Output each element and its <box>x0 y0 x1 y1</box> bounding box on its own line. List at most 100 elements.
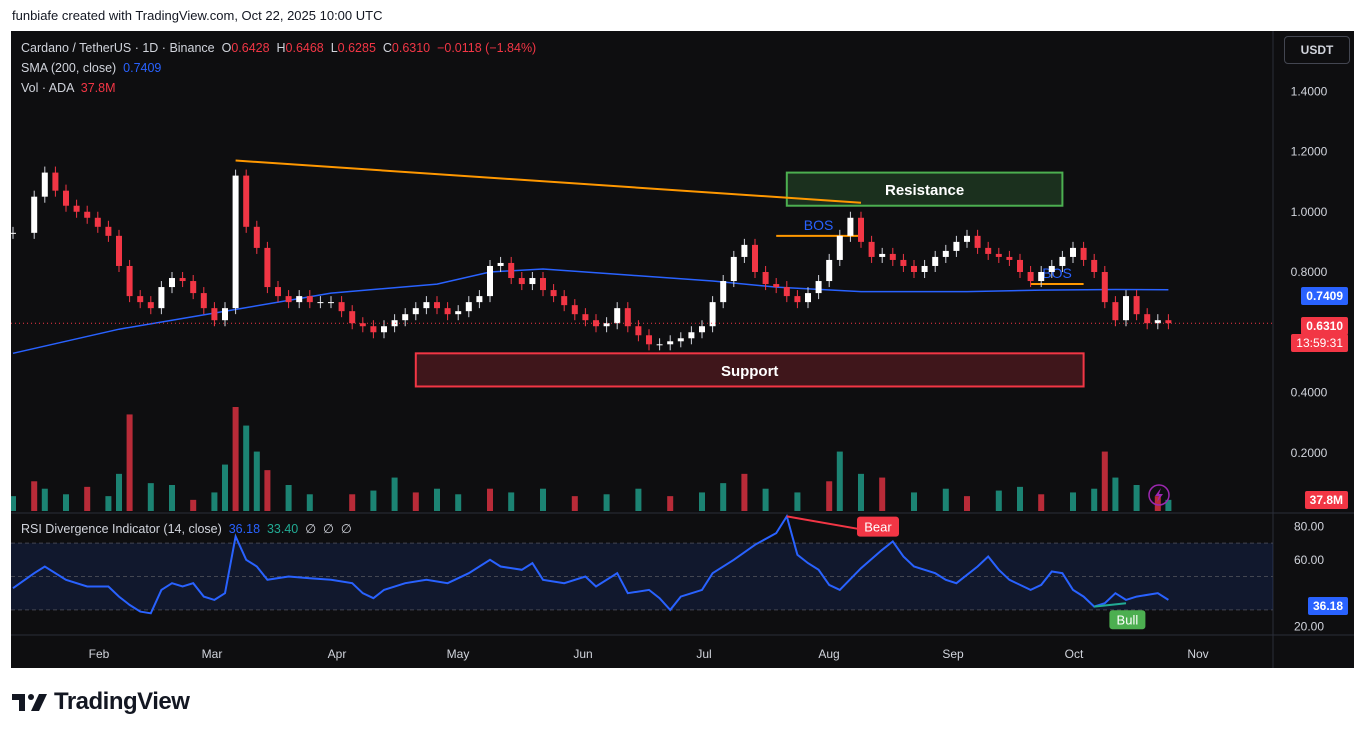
candle-body <box>222 308 228 321</box>
candle-body <box>264 247 271 288</box>
time-tick-label: Mar <box>202 647 223 661</box>
time-tick-label: Jun <box>573 647 592 661</box>
volume-bar <box>126 414 133 511</box>
volume-legend[interactable]: Vol · ADA 37.8M <box>21 81 116 95</box>
candle-body <box>497 262 504 266</box>
descending-trendline <box>235 159 862 204</box>
price-tick-label: 1.2000 <box>1291 145 1328 159</box>
volume-bar <box>455 494 462 511</box>
volume-bar <box>1112 477 1119 511</box>
sma-price-tag: 0.7409 <box>1301 287 1348 305</box>
candle-body <box>529 278 536 285</box>
candle-body <box>709 302 716 327</box>
volume-value: 37.8M <box>80 81 116 95</box>
currency-button[interactable]: USDT <box>1284 36 1350 64</box>
volume-bar <box>84 486 91 511</box>
candle-body <box>73 205 80 212</box>
chart-frame[interactable]: Resistance Support BOS BOS 1.4000 1.2000 1.000… <box>11 31 1354 668</box>
candle-body <box>52 172 59 191</box>
volume-bar <box>1101 451 1108 511</box>
candle-body <box>741 244 748 257</box>
candle-body <box>1154 320 1161 324</box>
candle-body <box>1080 247 1087 260</box>
candle-body <box>1101 272 1108 303</box>
volume-bar <box>370 490 377 511</box>
chart-canvas[interactable]: Resistance Support BOS BOS 1.4000 1.2000 1.000… <box>11 31 1354 668</box>
volume-bar <box>211 492 218 511</box>
candle-body <box>126 265 133 297</box>
candle-body <box>465 302 472 312</box>
symbol-title[interactable]: Cardano / TetherUS · 1D · Binance <box>21 41 215 55</box>
candle-body <box>1112 302 1119 321</box>
lightning-icon[interactable] <box>1148 484 1170 506</box>
volume-bar <box>741 473 748 511</box>
candle-body <box>561 296 568 306</box>
volume-bar <box>412 492 419 511</box>
low-value: 0.6285 <box>337 41 376 55</box>
candle-body <box>243 175 250 227</box>
rsi-line <box>12 513 1169 615</box>
volume-bar <box>349 494 356 511</box>
rsi-label: RSI Divergence Indicator (14, close) <box>21 522 222 536</box>
candle-body <box>412 308 419 315</box>
candle-body <box>11 232 16 234</box>
candle-body <box>815 281 822 294</box>
candle-body <box>1144 314 1151 324</box>
volume-tag: 37.8M <box>1304 491 1348 509</box>
sma-value: 0.7409 <box>123 61 162 75</box>
volume-bar <box>1091 488 1098 511</box>
bos-label: BOS <box>804 217 834 233</box>
lightning-icon-ring <box>1148 484 1170 506</box>
open-value: 0.6428 <box>231 41 270 55</box>
candle-body <box>720 281 727 303</box>
lightning-icon-bolt <box>1155 488 1163 502</box>
candle-body <box>603 323 610 327</box>
volume-bar <box>603 494 610 511</box>
volume-bar <box>879 477 886 511</box>
candle-body <box>836 235 843 260</box>
candle-body <box>582 314 589 321</box>
candle-body <box>783 287 790 297</box>
volume-bar <box>942 488 949 511</box>
candle-body <box>752 244 758 272</box>
rsi-legend[interactable]: RSI Divergence Indicator (14, close) 36.… <box>21 521 352 536</box>
close-label: C <box>382 41 392 55</box>
bear-label-bg <box>857 516 899 537</box>
candle-body <box>391 320 398 327</box>
volume-bar <box>147 483 154 511</box>
candle-body <box>1038 272 1045 282</box>
candle-body <box>518 278 525 285</box>
candle-body <box>677 338 684 342</box>
time-tick-label: Nov <box>1187 647 1208 661</box>
volume-bar <box>222 464 228 511</box>
volume-bar <box>1038 494 1045 511</box>
sma-legend[interactable]: SMA (200, close) 0.7409 <box>21 61 161 75</box>
candle-body <box>41 172 48 197</box>
candle-body <box>1165 320 1172 324</box>
candle-body <box>656 344 663 346</box>
sma-line <box>12 268 1169 355</box>
high-value: 0.6468 <box>285 41 324 55</box>
tradingview-logo[interactable]: TradingView <box>12 688 190 716</box>
volume-bar <box>487 488 493 511</box>
candle-body <box>434 302 440 309</box>
candle-body <box>137 296 144 303</box>
volume-bar <box>508 492 515 511</box>
candle-body <box>614 308 621 324</box>
candle-body <box>571 305 578 315</box>
volume-bar <box>699 492 705 511</box>
bar-countdown-tag: 13:59:31 <box>1291 334 1348 352</box>
volume-bar <box>858 473 864 511</box>
candle-body <box>964 235 970 242</box>
volume-bar <box>1154 496 1161 511</box>
candle-body <box>1048 265 1055 272</box>
candle-body <box>805 293 811 303</box>
candle-body <box>370 326 377 333</box>
candle-body <box>646 335 652 345</box>
candle-body <box>328 302 334 304</box>
candle-body <box>667 341 674 345</box>
volume-bar <box>836 451 843 511</box>
candle-body <box>730 256 737 282</box>
volume-bar <box>253 451 260 511</box>
bull-label-bg <box>1109 610 1146 630</box>
